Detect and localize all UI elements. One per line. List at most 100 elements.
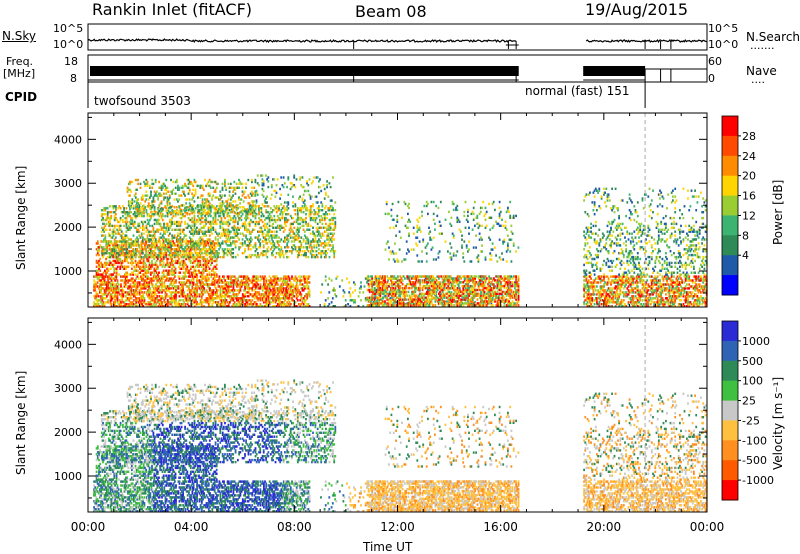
range-gate-cell: [252, 295, 255, 298]
range-gate-cell: [103, 305, 106, 308]
range-gate-cell: [284, 295, 286, 298]
range-gate-cell: [262, 232, 265, 235]
range-gate-cell: [282, 303, 285, 306]
range-gate-cell: [97, 299, 100, 302]
range-gate-cell: [284, 293, 286, 296]
range-gate-cell: [239, 226, 242, 229]
range-gate-cell: [304, 279, 306, 282]
range-gate-cell: [141, 279, 143, 282]
range-gate-cell: [287, 297, 290, 300]
range-gate-cell: [188, 295, 190, 298]
range-gate-cell: [122, 267, 125, 270]
range-gate-cell: [186, 299, 189, 302]
range-gate-cell: [232, 293, 235, 296]
range-gate-cell: [223, 291, 225, 294]
range-gate-cell: [178, 281, 181, 284]
range-gate-cell: [224, 295, 227, 298]
range-gate-cell: [112, 255, 114, 259]
range-gate-cell: [158, 291, 161, 294]
range-gate-cell: [135, 289, 138, 292]
range-gate-cell: [114, 299, 116, 302]
range-gate-cell: [267, 289, 270, 292]
range-gate-cell: [181, 303, 183, 306]
range-gate-cell: [277, 297, 279, 300]
range-gate-cell: [265, 297, 268, 300]
range-gate-cell: [120, 253, 123, 257]
range-gate-cell: [168, 285, 170, 288]
range-gate-cell: [199, 285, 202, 288]
range-gate-cell: [150, 230, 152, 233]
range-gate-cell: [306, 295, 309, 298]
range-gate-cell: [245, 275, 248, 278]
range-gate-cell: [205, 248, 208, 251]
range-gate-cell: [262, 180, 265, 183]
range-gate-cell: [172, 180, 175, 184]
range-gate-cell: [287, 277, 290, 280]
range-gate-cell: [179, 271, 182, 274]
range-gate-cell: [226, 301, 229, 304]
range-gate-cell: [210, 291, 213, 294]
range-gate-cell: [131, 305, 134, 308]
range-gate-cell: [272, 305, 275, 308]
range-gate-cell: [285, 305, 287, 308]
range-gate-cell: [247, 287, 250, 290]
range-gate-cell: [110, 305, 113, 308]
range-gate-cell: [329, 226, 332, 229]
range-gate-cell: [127, 285, 129, 288]
range-gate-cell: [217, 279, 220, 282]
range-gate-cell: [177, 285, 180, 288]
range-gate-cell: [193, 287, 196, 290]
range-gate-cell: [191, 277, 194, 280]
range-gate-cell: [208, 202, 211, 205]
range-gate-cell: [241, 242, 244, 245]
range-gate-cell: [124, 267, 126, 270]
range-gate-cell: [171, 279, 174, 282]
range-gate-cell: [294, 279, 297, 282]
range-gate-cell: [273, 295, 276, 298]
range-gate-cell: [118, 273, 120, 276]
range-gate-cell: [149, 301, 152, 304]
range-gate-cell: [130, 206, 132, 209]
range-gate-cell: [219, 279, 222, 282]
range-gate-cell: [298, 289, 300, 292]
range-gate-cell: [148, 293, 150, 296]
range-gate-cell: [259, 275, 262, 278]
range-gate-cell: [96, 277, 99, 280]
range-gate-cell: [116, 301, 119, 304]
range-gate-cell: [295, 297, 298, 300]
range-gate-cell: [211, 180, 213, 184]
range-gate-cell: [238, 212, 240, 215]
range-gate-cell: [284, 281, 286, 284]
range-gate-cell: [110, 293, 113, 296]
freq-label-1: Freq.: [6, 55, 34, 68]
range-gate-cell: [168, 295, 170, 298]
range-gate-cell: [281, 291, 284, 294]
range-gate-cell: [224, 293, 227, 296]
range-gate-cell: [273, 289, 276, 292]
range-gate-cell: [305, 213, 307, 216]
range-gate-cell: [126, 257, 129, 261]
range-gate-cell: [327, 232, 330, 235]
range-gate-cell: [179, 299, 182, 302]
range-gate-cell: [295, 289, 298, 292]
range-gate-cell: [121, 248, 124, 251]
range-gate-cell: [295, 277, 298, 280]
range-gate-cell: [162, 297, 165, 300]
range-gate-cell: [122, 305, 125, 308]
range-gate-cell: [215, 287, 217, 290]
range-gate-cell: [198, 253, 201, 257]
range-gate-cell: [206, 285, 209, 288]
range-gate-cell: [211, 297, 214, 300]
range-gate-cell: [280, 277, 283, 280]
range-gate-cell: [186, 279, 189, 282]
range-gate-cell: [169, 301, 172, 304]
range-gate-cell: [104, 289, 107, 292]
range-gate-cell: [286, 279, 289, 282]
range-gate-cell: [217, 295, 220, 298]
range-gate-cell: [177, 301, 180, 304]
range-gate-cell: [170, 301, 173, 304]
range-gate-cell: [275, 275, 278, 278]
range-gate-cell: [231, 281, 234, 284]
range-gate-cell: [244, 248, 246, 251]
range-gate-cell: [137, 178, 139, 182]
